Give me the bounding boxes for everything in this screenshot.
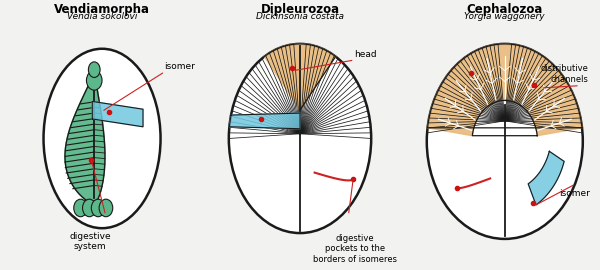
Text: Vendia sokolovi: Vendia sokolovi bbox=[67, 12, 137, 21]
Text: digestive
system: digestive system bbox=[70, 232, 111, 251]
Polygon shape bbox=[528, 151, 564, 205]
Text: Yorgia waggonery: Yorgia waggonery bbox=[464, 12, 545, 21]
Polygon shape bbox=[428, 44, 582, 136]
Ellipse shape bbox=[86, 71, 102, 90]
Ellipse shape bbox=[83, 199, 96, 217]
Ellipse shape bbox=[44, 49, 161, 228]
Ellipse shape bbox=[88, 62, 100, 77]
Ellipse shape bbox=[427, 44, 583, 239]
Text: Cephalozoa: Cephalozoa bbox=[467, 3, 543, 16]
Ellipse shape bbox=[74, 199, 88, 217]
Text: Vendiamorpha: Vendiamorpha bbox=[54, 3, 150, 16]
Text: head: head bbox=[355, 49, 377, 59]
Ellipse shape bbox=[99, 199, 113, 217]
Polygon shape bbox=[265, 44, 335, 110]
Text: Dipleurozoa: Dipleurozoa bbox=[260, 3, 340, 16]
Text: isomer: isomer bbox=[164, 62, 196, 71]
Polygon shape bbox=[65, 77, 105, 203]
Ellipse shape bbox=[229, 44, 371, 233]
Ellipse shape bbox=[91, 199, 105, 217]
Polygon shape bbox=[229, 113, 300, 129]
Text: isomer: isomer bbox=[559, 188, 590, 198]
Text: digestive
pockets to the
borders of isomeres: digestive pockets to the borders of isom… bbox=[313, 234, 397, 264]
Text: Dickinsonia costata: Dickinsonia costata bbox=[256, 12, 344, 21]
Text: distributive
channels: distributive channels bbox=[541, 65, 589, 84]
Polygon shape bbox=[92, 102, 143, 127]
